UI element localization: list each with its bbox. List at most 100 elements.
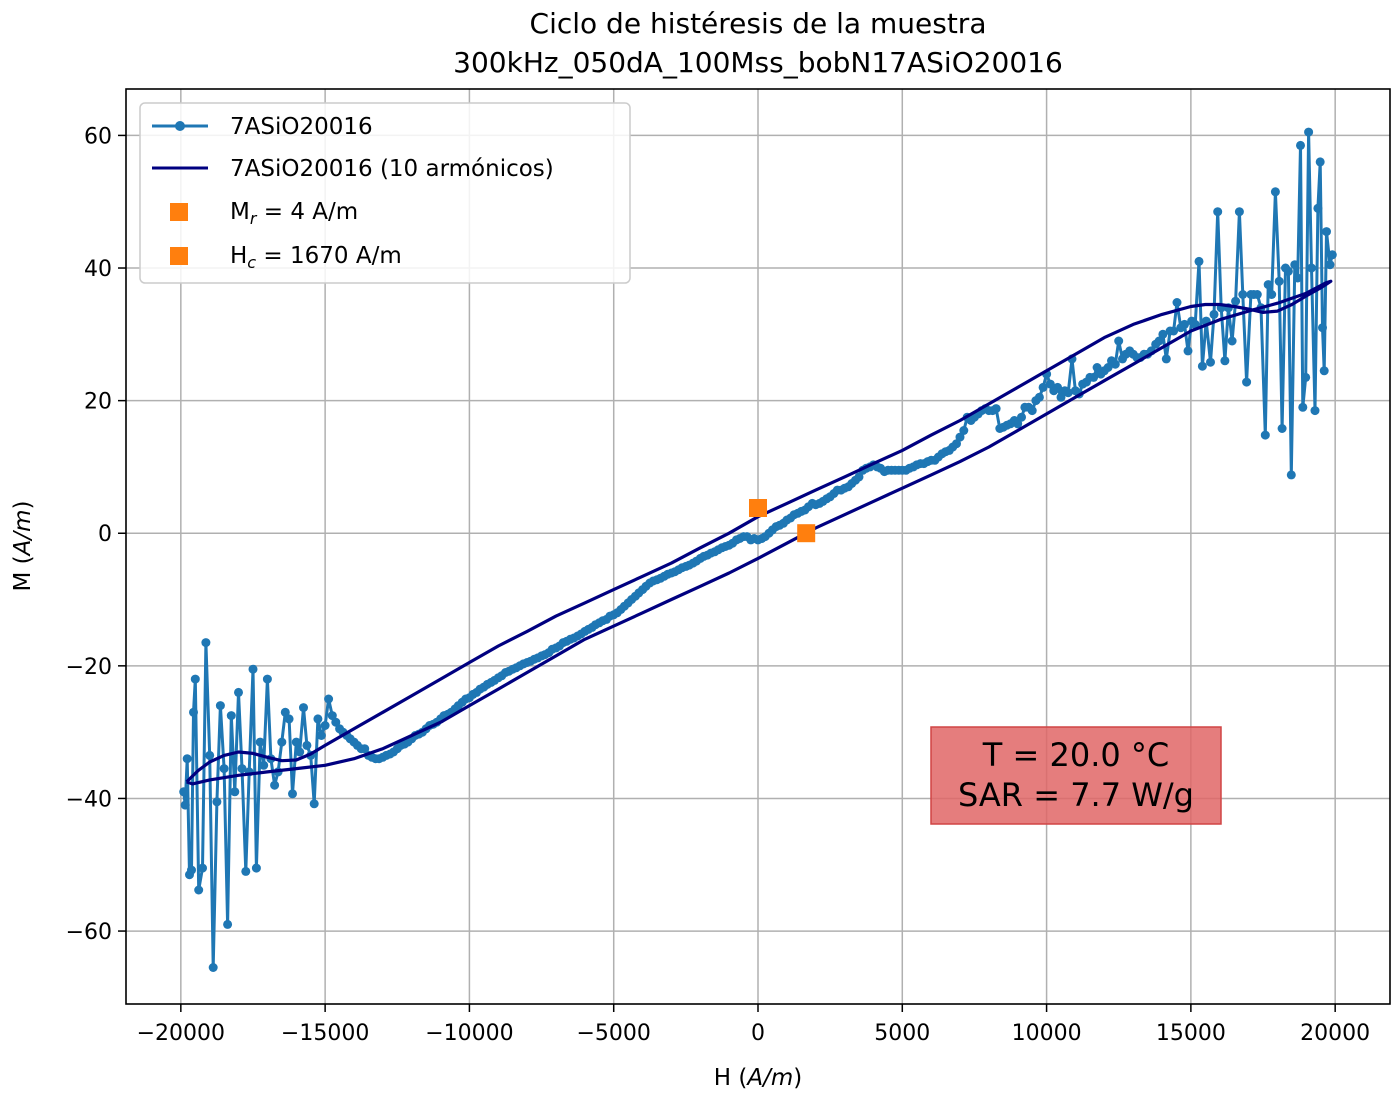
series-measured-point: [1319, 366, 1329, 376]
series-measured-point: [189, 707, 198, 717]
x-axis-label: H (A/m): [714, 1065, 802, 1091]
legend-label-series-1: 7ASiO20016: [230, 114, 373, 140]
series-measured-point: [1213, 207, 1223, 217]
x-tick-label: 15000: [1156, 1021, 1226, 1046]
series-measured-point: [180, 800, 190, 810]
series-measured-point: [1165, 326, 1175, 336]
series-measured-point: [241, 866, 251, 876]
y-tick-label: 60: [84, 124, 112, 149]
legend-label-mr: Mr = 4 A/m: [230, 199, 358, 228]
series-measured-point: [1078, 379, 1088, 389]
series-measured-point: [995, 424, 1005, 433]
series-measured-point: [1246, 290, 1256, 299]
series-measured-point: [1045, 379, 1055, 389]
legend-swatch-hc: [170, 247, 188, 265]
y-tick-label: −60: [66, 920, 112, 945]
x-tick-label: −5000: [576, 1021, 650, 1046]
series-measured-point: [959, 426, 969, 435]
series-measured-point: [1151, 339, 1161, 349]
series-measured-point: [1327, 250, 1337, 260]
series-measured-point: [1325, 260, 1335, 270]
series-measured-point: [262, 674, 272, 684]
legend-swatch-mr: [170, 203, 188, 221]
x-tick-label: 10000: [1012, 1021, 1082, 1046]
series-measured-point: [1118, 354, 1127, 364]
x-tick-label: −10000: [425, 1021, 513, 1046]
remanence-marker: [749, 499, 767, 517]
series-measured-point: [1197, 361, 1207, 371]
series-measured-point: [1318, 323, 1327, 333]
series-measured-point: [1263, 280, 1273, 290]
series-measured-point: [1315, 157, 1325, 167]
series-measured-point: [198, 863, 207, 873]
series-measured-point: [185, 870, 194, 880]
series-measured-point: [288, 789, 297, 799]
series-measured-point: [1107, 356, 1116, 366]
series-measured-point: [1242, 377, 1252, 387]
series-measured-point: [1313, 203, 1323, 213]
series-measured-point: [1031, 396, 1041, 406]
series-measured-point: [1114, 336, 1124, 346]
series-measured-point: [302, 740, 312, 750]
y-tick-label: 40: [84, 257, 112, 282]
series-measured-point: [1281, 263, 1290, 273]
series-measured-point: [1307, 263, 1316, 273]
series-measured-point: [1298, 402, 1308, 412]
series-measured-point: [215, 701, 225, 711]
series-measured-point: [248, 664, 258, 674]
series-measured-point: [190, 674, 200, 684]
series-measured-point: [1270, 187, 1280, 197]
series-measured-point: [223, 919, 233, 929]
series-measured-point: [255, 737, 265, 747]
series-measured-point: [313, 714, 323, 724]
series-measured-point: [1056, 392, 1066, 402]
series-measured-point: [316, 731, 326, 740]
series-harmonics-line: [185, 279, 1333, 786]
y-tick-label: −20: [66, 655, 112, 680]
series-measured-point: [1277, 424, 1287, 433]
series-measured-point: [219, 764, 229, 774]
legend-box: [139, 102, 631, 284]
series-measured-point: [205, 750, 215, 760]
x-tick-label: 0: [751, 1021, 765, 1046]
series-measured-point: [1220, 356, 1230, 366]
annotation-sar: SAR = 7.7 W/g: [958, 776, 1194, 814]
series-measured-point: [299, 703, 308, 713]
series-measured-point: [1267, 290, 1277, 299]
series-measured-point: [291, 737, 301, 747]
legend-label-hc: Hc = 1670 A/m: [230, 243, 402, 272]
y-tick-label: 20: [84, 390, 112, 415]
series-measured-point: [324, 694, 334, 704]
series-measured-point: [1234, 207, 1244, 217]
series-measured-point: [284, 714, 294, 724]
plot-area: [179, 127, 1337, 972]
series-measured-point: [1301, 372, 1311, 382]
x-tick-label: 5000: [874, 1021, 930, 1046]
series-measured-point: [270, 780, 280, 790]
annotation-temperature: T = 20.0 °C: [982, 736, 1169, 774]
series-measured-point: [182, 754, 192, 764]
series-measured-point: [237, 764, 247, 774]
y-tick-label: 0: [98, 522, 112, 547]
x-tick-label: 20000: [1300, 1021, 1370, 1046]
series-measured-point: [194, 885, 204, 895]
series-measured-point: [1070, 386, 1080, 396]
legend-label-series-2: 7ASiO20016 (10 armónicos): [230, 156, 554, 182]
series-measured-point: [179, 787, 189, 797]
series-measured-point: [259, 760, 269, 770]
series-measured-point: [1049, 386, 1059, 396]
series-measured-point: [320, 721, 330, 730]
series-measured-point: [1017, 412, 1026, 422]
y-tick-label: −40: [66, 787, 112, 812]
series-measured-point: [1286, 470, 1296, 480]
chart-title: Ciclo de histéresis de la muestra: [530, 7, 987, 40]
series-measured-point: [226, 711, 236, 721]
series-measured-point: [201, 638, 211, 648]
series-measured-point: [1187, 316, 1197, 326]
series-measured-point: [1231, 296, 1241, 306]
annotation-box: T = 20.0 °C SAR = 7.7 W/g: [930, 726, 1222, 825]
x-tick-label: −20000: [137, 1021, 225, 1046]
series-measured-point: [1172, 298, 1182, 307]
series-measured-point: [331, 717, 341, 727]
